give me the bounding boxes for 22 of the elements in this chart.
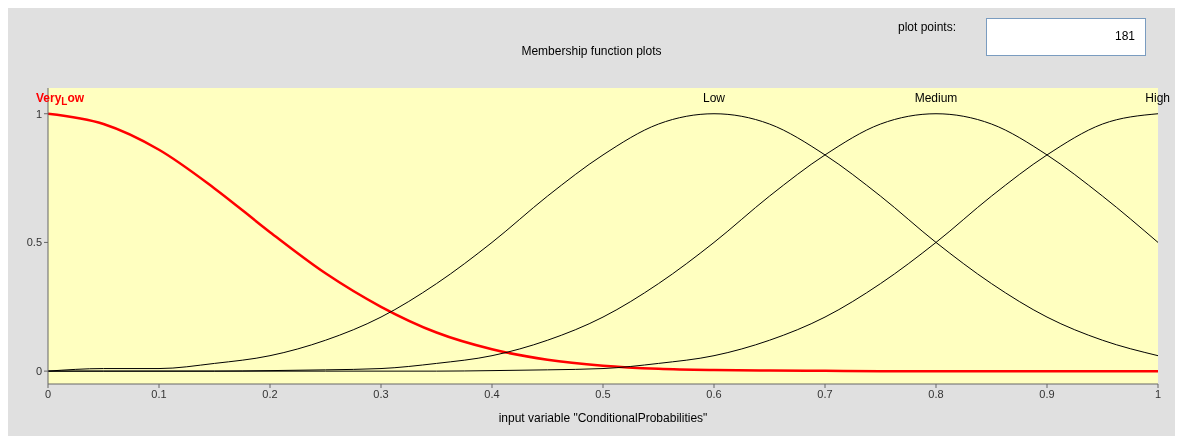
x-tick-label: 0.1	[151, 387, 167, 400]
x-tick-label: 0.2	[262, 387, 278, 400]
series-label: Low	[702, 91, 726, 105]
x-tick-label: 1	[1154, 387, 1162, 400]
text: 181	[986, 18, 1146, 56]
x-tick-label: 0.5	[595, 387, 611, 400]
x-tick-label: 0	[44, 387, 52, 400]
series-label: Medium	[914, 91, 958, 105]
x-tick-label: 0.9	[1039, 387, 1055, 400]
x-tick-label: 0.7	[817, 387, 833, 400]
x-axis-title: input variable "ConditionalProbabilities"	[498, 411, 708, 425]
x-tick-label: 0.6	[706, 387, 722, 400]
chart-title: Membership function plots	[520, 44, 663, 58]
y-tick-label: 0	[35, 365, 42, 378]
x-tick-label: 0.4	[484, 387, 500, 400]
series-label: High	[1145, 91, 1170, 105]
y-tick-label: 0.5	[26, 236, 42, 249]
x-tick-label: 0.8	[928, 387, 944, 400]
y-tick-label: 1	[35, 107, 42, 120]
series-label: Very$_{L}$ow	[36, 91, 85, 108]
x-tick-label: 0.3	[373, 387, 389, 400]
text: plot points:	[898, 20, 957, 34]
